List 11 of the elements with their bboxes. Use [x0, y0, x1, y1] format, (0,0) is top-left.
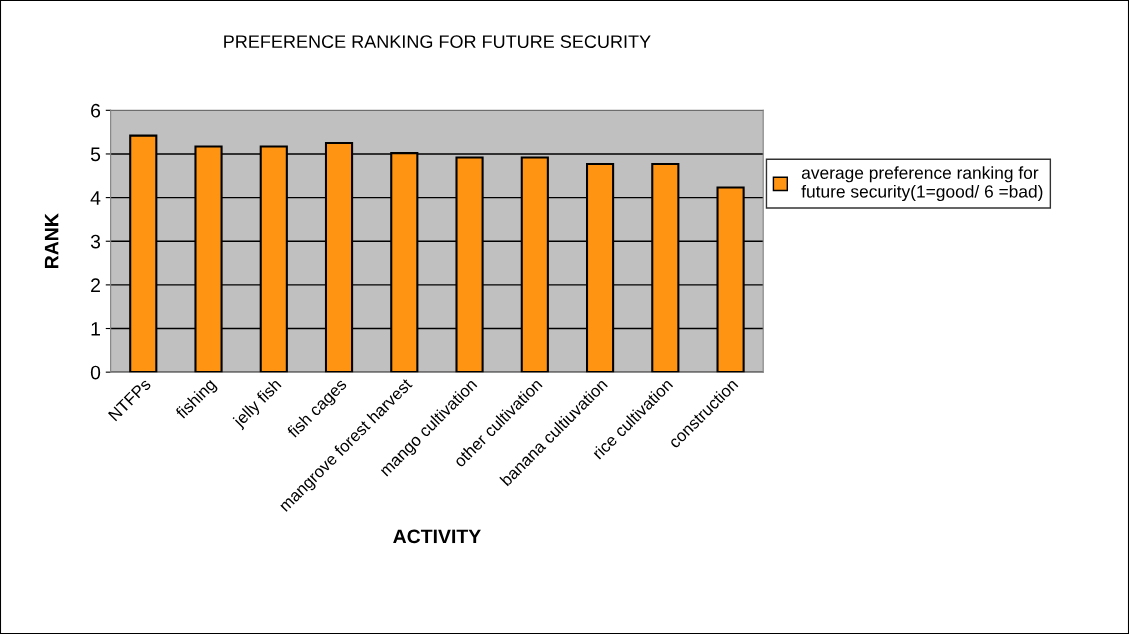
y-tick-label: 1: [91, 322, 100, 336]
chart-title: PREFERENCE RANKING FOR FUTURE SECURITY: [224, 35, 651, 48]
y-tick-label: 4: [90, 191, 101, 205]
x-axis-title: ACTIVITY: [393, 529, 481, 544]
legend-label: average preference ranking for future security(1=good/ 6 =bad): [801, 166, 1043, 202]
y-tick-label: 5: [90, 147, 101, 162]
y-axis-title: RANK: [44, 213, 59, 269]
y-tick-label: 6: [91, 103, 101, 118]
y-tick-label: 3: [90, 234, 101, 249]
y-tick-label: 0: [90, 365, 101, 380]
y-tick-label: 2: [91, 278, 100, 292]
